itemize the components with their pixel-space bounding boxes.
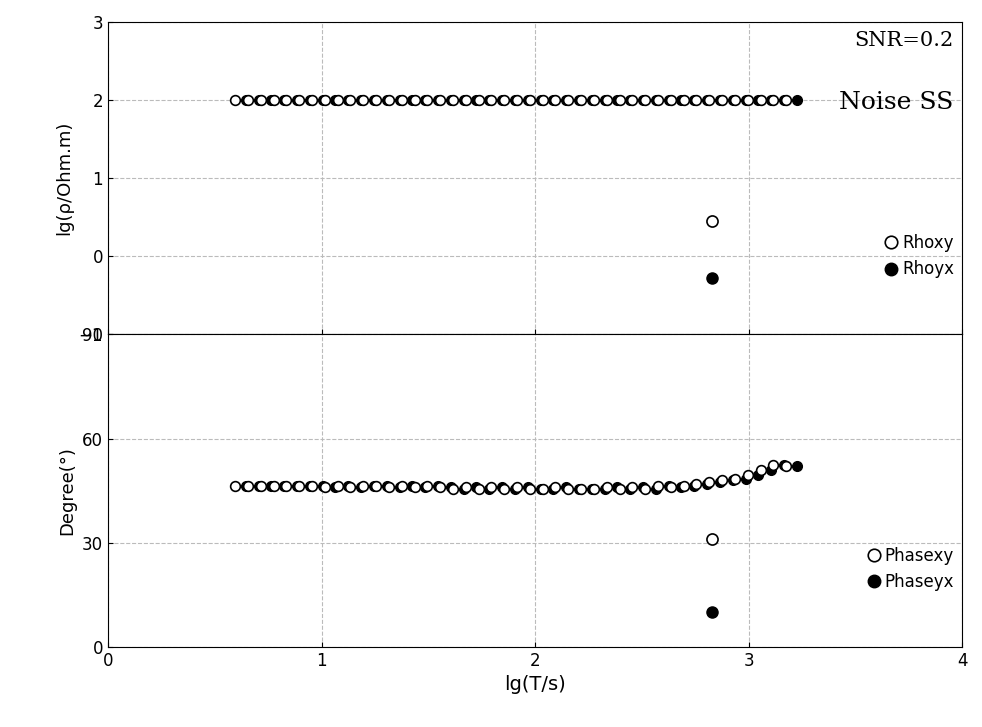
Text: SNR=0.2: SNR=0.2 bbox=[854, 31, 954, 50]
Y-axis label: Degree(°): Degree(°) bbox=[59, 446, 77, 535]
Text: Noise SS: Noise SS bbox=[840, 91, 954, 113]
X-axis label: lg(T/s): lg(T/s) bbox=[505, 675, 566, 694]
Legend: Rhoxy, Rhoyx: Rhoxy, Rhoyx bbox=[889, 234, 955, 278]
Y-axis label: lg(ρ/Ohm.m): lg(ρ/Ohm.m) bbox=[55, 121, 73, 236]
Legend: Phasexy, Phaseyx: Phasexy, Phaseyx bbox=[871, 547, 955, 591]
